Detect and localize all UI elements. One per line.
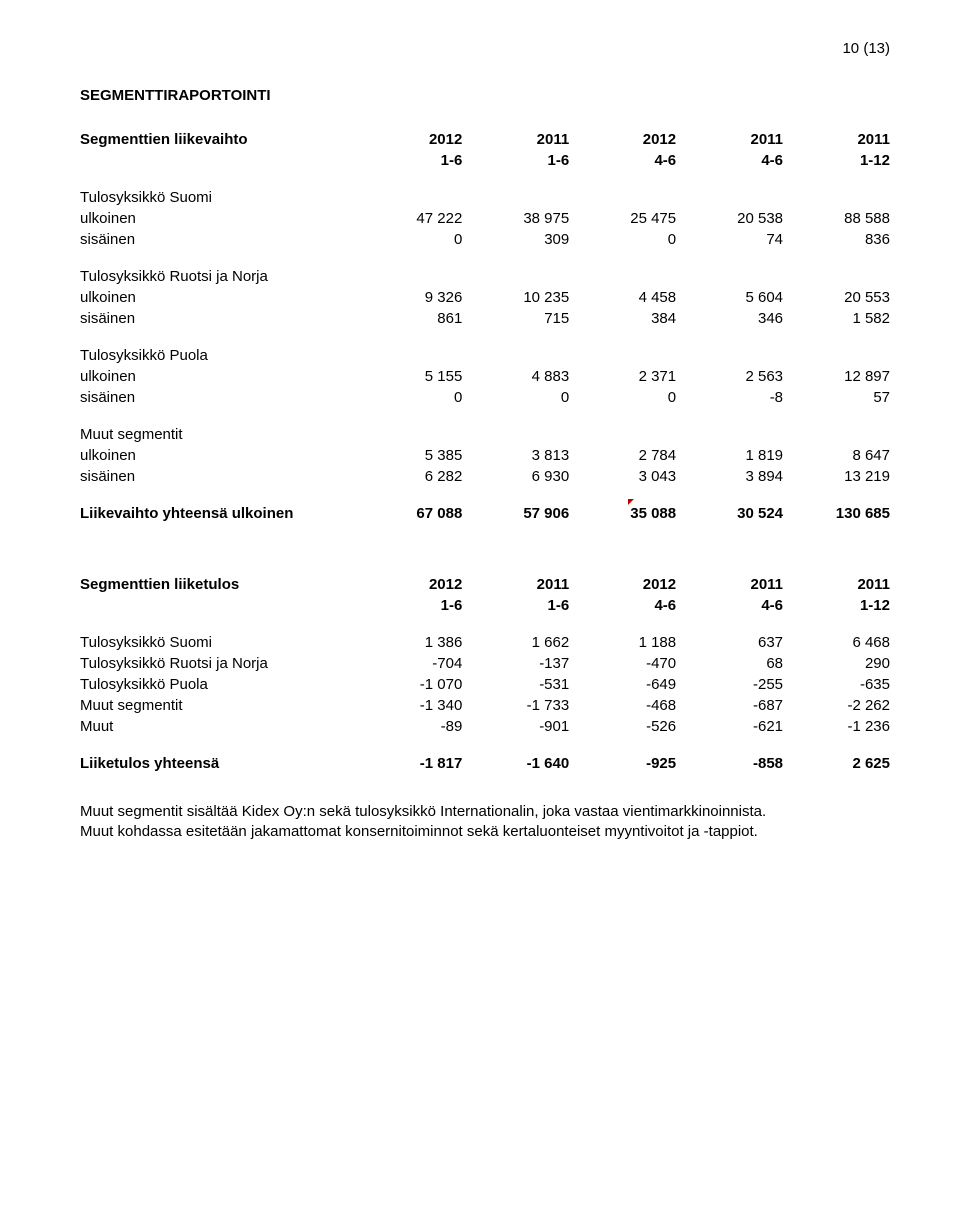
group-label: Tulosyksikkö Ruotsi ja Norja (80, 266, 890, 287)
table-row: sisäinen6 2826 9303 0433 89413 219 (80, 466, 890, 487)
table-row: ulkoinen5 3853 8132 7841 8198 647 (80, 445, 890, 466)
group-label: Tulosyksikkö Suomi (80, 187, 890, 208)
hdr: 2011 (783, 129, 890, 150)
table-header: Segmenttien liiketulos 2012 2011 2012 20… (80, 574, 890, 595)
hdr: 2012 (355, 129, 462, 150)
table-subheader: 1-6 1-6 4-6 4-6 1-12 (80, 595, 890, 616)
hdr: 2011 (676, 129, 783, 150)
table-row: Tulosyksikkö Suomi1 3861 6621 1886376 46… (80, 632, 890, 653)
group-label: Tulosyksikkö Puola (80, 345, 890, 366)
table-row: ulkoinen47 22238 97525 47520 53888 588 (80, 208, 890, 229)
hdr: 2012 (569, 129, 676, 150)
group-label: Muut segmentit (80, 424, 890, 445)
table-row: sisäinen8617153843461 582 (80, 308, 890, 329)
hdr: 1-6 (462, 150, 569, 171)
hdr: 1-6 (355, 150, 462, 171)
table-row: Muut segmentit-1 340-1 733-468-687-2 262 (80, 695, 890, 716)
table-row: sisäinen000-857 (80, 387, 890, 408)
hdr: 1-12 (783, 150, 890, 171)
hdr: 4-6 (676, 150, 783, 171)
table-row: Tulosyksikkö Ruotsi ja Norja-704-137-470… (80, 653, 890, 674)
hdr: Segmenttien liikevaihto (80, 129, 355, 150)
table-header: Segmenttien liikevaihto 2012 2011 2012 2… (80, 129, 890, 150)
table-liiketulos: Segmenttien liiketulos 2012 2011 2012 20… (80, 574, 890, 774)
page-number: 10 (13) (80, 40, 890, 57)
table-row: Muut-89-901-526-621-1 236 (80, 716, 890, 737)
table-liikevaihto: Segmenttien liikevaihto 2012 2011 2012 2… (80, 129, 890, 574)
table-row: ulkoinen5 1554 8832 3712 56312 897 (80, 366, 890, 387)
table-subheader: 1-6 1-6 4-6 4-6 1-12 (80, 150, 890, 171)
hdr: 4-6 (569, 150, 676, 171)
hdr (80, 150, 355, 171)
hdr: 2011 (462, 129, 569, 150)
table-row: ulkoinen9 32610 2354 4585 60420 553 (80, 287, 890, 308)
footnote: Muut segmentit sisältää Kidex Oy:n sekä … (80, 802, 890, 843)
table-row: sisäinen0309074836 (80, 229, 890, 250)
section-title: SEGMENTTIRAPORTOINTI (80, 87, 890, 104)
total-row: Liiketulos yhteensä -1 817 -1 640 -925 -… (80, 753, 890, 774)
table-row: Tulosyksikkö Puola-1 070-531-649-255-635 (80, 674, 890, 695)
total-row: Liikevaihto yhteensä ulkoinen 67 088 57 … (80, 503, 890, 524)
